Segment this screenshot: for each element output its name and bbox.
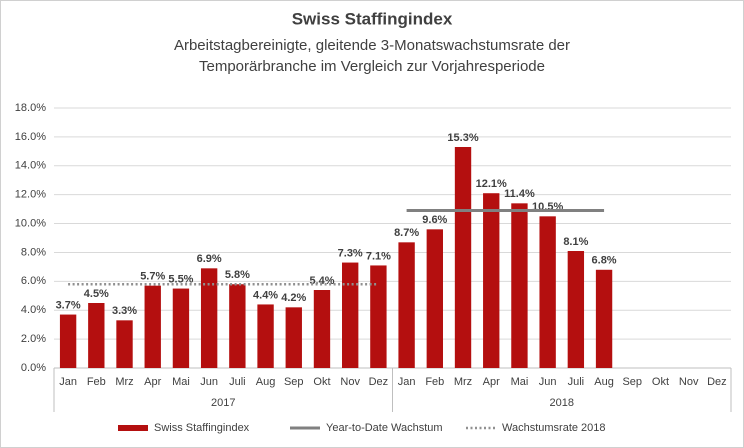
bar	[454, 147, 472, 368]
y-tick-label: 2.0%	[21, 333, 46, 345]
legend-label: Wachstumsrate 2018	[502, 422, 606, 434]
bar	[313, 290, 331, 368]
bar	[257, 304, 274, 368]
bar	[116, 320, 133, 368]
y-tick-label: 14.0%	[15, 160, 46, 172]
bar	[229, 284, 246, 368]
x-tick-label: Apr	[483, 376, 500, 388]
data-label: 8.1%	[563, 236, 588, 248]
legend-label: Year-to-Date Wachstum	[326, 422, 443, 434]
data-label: 4.4%	[253, 289, 278, 301]
bar	[285, 307, 302, 368]
data-label: 3.3%	[112, 305, 137, 317]
x-tick-label: Juli	[568, 376, 585, 388]
chart-subtitle: Arbeitstagbereinigte, gleitende 3-Monats…	[174, 37, 570, 54]
x-tick-label: Aug	[594, 376, 614, 388]
x-tick-label: Nov	[340, 376, 360, 388]
data-label: 12.1%	[476, 178, 507, 190]
x-tick-label: Mrz	[454, 376, 472, 388]
x-tick-label: Apr	[144, 376, 161, 388]
x-tick-label: Feb	[87, 376, 106, 388]
bar	[539, 216, 556, 368]
x-tick-label: Dez	[369, 376, 389, 388]
x-group-label: 2018	[550, 397, 574, 409]
x-tick-label: Sep	[284, 376, 304, 388]
data-label: 7.3%	[338, 247, 363, 259]
data-label: 7.1%	[366, 250, 391, 262]
x-tick-label: Nov	[679, 376, 699, 388]
y-tick-label: 10.0%	[15, 217, 46, 229]
bar	[370, 265, 387, 368]
y-tick-label: 8.0%	[21, 246, 46, 258]
data-label: 5.5%	[168, 273, 193, 285]
data-label: 3.7%	[56, 299, 81, 311]
legend-label: Swiss Staffingindex	[154, 422, 250, 434]
bar	[88, 303, 105, 368]
bar	[342, 262, 359, 368]
x-tick-label: Mai	[511, 376, 529, 388]
x-group-label: 2017	[211, 397, 235, 409]
data-label: 9.6%	[422, 214, 447, 226]
x-tick-label: Feb	[425, 376, 444, 388]
data-label: 15.3%	[447, 132, 478, 144]
y-tick-label: 4.0%	[21, 304, 46, 316]
bar	[59, 314, 77, 368]
chart-subtitle: Temporärbranche im Vergleich zur Vorjahr…	[199, 58, 545, 75]
x-tick-label: Okt	[652, 376, 669, 388]
x-tick-label: Jan	[398, 376, 416, 388]
bar	[567, 251, 585, 368]
x-tick-label: Sep	[622, 376, 642, 388]
x-tick-label: Mai	[172, 376, 190, 388]
bar	[426, 229, 443, 368]
bar	[172, 288, 190, 368]
data-label: 5.7%	[140, 271, 165, 283]
bar	[398, 242, 415, 368]
bar	[200, 268, 218, 368]
data-label: 8.7%	[394, 227, 419, 239]
y-tick-label: 0.0%	[21, 362, 46, 374]
x-tick-label: Okt	[313, 376, 330, 388]
legend-swatch	[118, 425, 148, 431]
x-tick-label: Jun	[539, 376, 557, 388]
data-label: 6.8%	[592, 255, 617, 267]
data-label: 4.5%	[84, 288, 109, 300]
chart-title: Swiss Staffingindex	[292, 9, 453, 28]
data-label: 4.2%	[281, 292, 306, 304]
x-tick-label: Juli	[229, 376, 246, 388]
bar	[511, 203, 528, 368]
bar	[595, 269, 613, 368]
x-tick-label: Jun	[200, 376, 218, 388]
bar	[144, 285, 161, 368]
data-label: 11.4%	[504, 188, 535, 200]
y-tick-label: 12.0%	[15, 189, 46, 201]
x-tick-label: Mrz	[115, 376, 133, 388]
data-label: 6.9%	[197, 253, 222, 265]
y-tick-label: 6.0%	[21, 275, 46, 287]
y-tick-label: 18.0%	[15, 102, 46, 114]
x-tick-label: Aug	[256, 376, 276, 388]
y-tick-label: 16.0%	[15, 131, 46, 143]
bar	[483, 193, 500, 368]
x-tick-label: Dez	[707, 376, 727, 388]
x-tick-label: Jan	[59, 376, 77, 388]
data-label: 5.8%	[225, 269, 250, 281]
